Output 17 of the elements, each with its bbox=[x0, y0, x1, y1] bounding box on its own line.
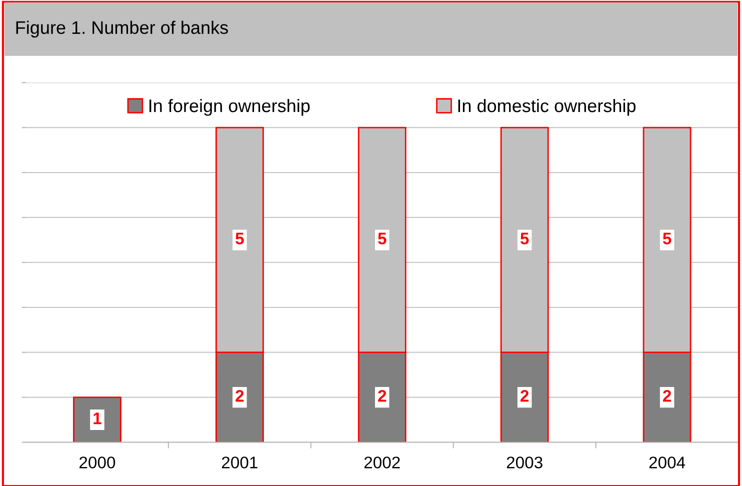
x-tick-label: 2004 bbox=[649, 456, 686, 468]
x-tick-label: 2000 bbox=[80, 456, 116, 468]
data-label: 2 bbox=[663, 390, 672, 402]
data-label: 2 bbox=[520, 390, 529, 402]
legend-label: In domestic ownership bbox=[458, 98, 636, 116]
data-label: 2 bbox=[378, 390, 386, 402]
data-label: 2 bbox=[236, 390, 244, 402]
x-tick-label: 2003 bbox=[506, 456, 542, 468]
legend-label: In foreign ownership bbox=[149, 98, 310, 116]
x-tick-label: 2001 bbox=[222, 456, 258, 468]
data-label: 5 bbox=[520, 232, 529, 244]
data-label: 5 bbox=[662, 232, 672, 244]
data-label: 5 bbox=[236, 232, 244, 244]
x-tick-label: 2002 bbox=[364, 456, 400, 468]
chart-title: Figure 1. Number of banks bbox=[16, 20, 228, 38]
data-label: 5 bbox=[378, 232, 386, 244]
data-label: 1 bbox=[94, 412, 102, 424]
